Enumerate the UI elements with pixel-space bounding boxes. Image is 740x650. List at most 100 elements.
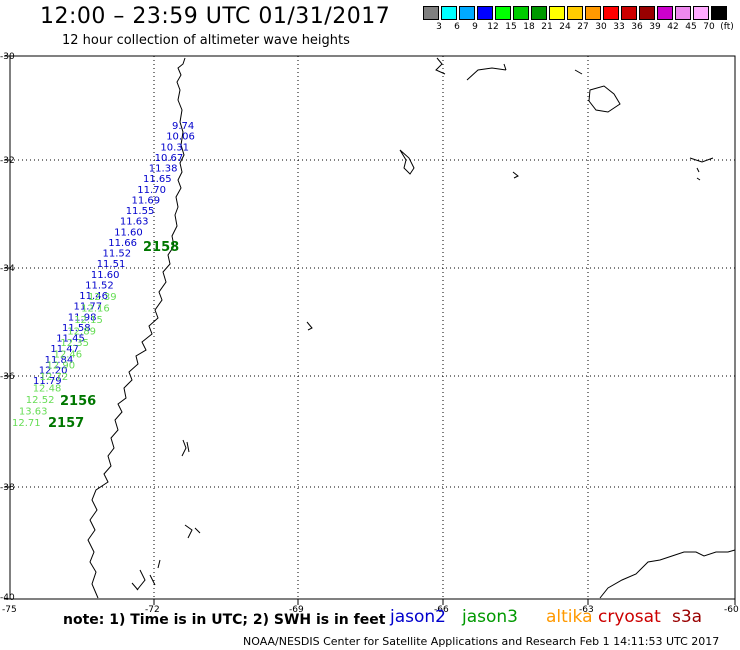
lon-label: -60 (724, 605, 739, 615)
wave-height-label: 11.38 (149, 164, 178, 175)
pass-time-label: 2158 (143, 240, 179, 255)
legend-entry-s3a: s3a (672, 607, 703, 627)
wave-height-label: 11.84 (45, 355, 74, 366)
color-scale-swatch (549, 6, 565, 20)
graticule (10, 56, 735, 599)
lat-label: -32 (0, 156, 15, 166)
color-scale-swatch (531, 6, 547, 20)
wave-height-label: 11.47 (50, 344, 79, 355)
color-scale-swatch (711, 6, 727, 20)
wave-height-label: 11.55 (126, 206, 155, 217)
lat-label: -36 (0, 372, 15, 382)
color-scale-swatch (567, 6, 583, 20)
color-scale-swatch (657, 6, 673, 20)
wave-height-label: 11.98 (68, 312, 97, 323)
color-scale-label: 15 (505, 22, 517, 32)
color-scale-label: 9 (472, 22, 478, 32)
wave-height-label: 12.90 (47, 361, 76, 372)
wave-height-label: 13.63 (19, 407, 48, 418)
wave-height-label: 12.48 (33, 384, 62, 395)
color-scale-label: 36 (631, 22, 643, 32)
wave-height-label: 9.74 (172, 121, 194, 132)
wave-height-label: 12.15 (74, 315, 103, 326)
map-subtitle: 12 hour collection of altimeter wave hei… (62, 33, 350, 48)
wave-height-label: 11.79 (33, 376, 62, 387)
wave-height-label: 10.31 (160, 142, 189, 153)
wave-height-label: 11.46 (79, 291, 108, 302)
wave-height-label: 12.20 (39, 365, 68, 376)
argentina-coastline-south (599, 549, 736, 599)
jason3-track: 12.3912.1612.1512.8912.3512.4612.9012.72… (12, 292, 117, 429)
wave-height-label: 11.60 (91, 270, 120, 281)
axis-ticks (4, 55, 736, 605)
wave-height-label: 12.72 (40, 372, 69, 383)
wave-height-label: 11.66 (108, 238, 137, 249)
wave-height-label: 11.70 (137, 185, 166, 196)
wave-height-label: 11.52 (85, 280, 114, 291)
color-scale-swatch (639, 6, 655, 20)
color-scale-label: 27 (577, 22, 589, 32)
color-scale-label: 12 (487, 22, 499, 32)
color-scale-swatch (693, 6, 709, 20)
color-scale-label: 18 (523, 22, 535, 32)
color-scale-label: 33 (613, 22, 625, 32)
lat-label: -40 (0, 593, 15, 603)
color-scale-label: 70 (703, 22, 715, 32)
wave-height-label: 11.60 (114, 227, 143, 238)
wave-height-label: 11.51 (97, 259, 126, 270)
color-scale-swatch (477, 6, 493, 20)
color-scale-swatch (441, 6, 457, 20)
wave-height-label: 12.39 (88, 292, 117, 303)
map-frame (9, 55, 736, 600)
argentina-features (306, 149, 714, 331)
color-scale-swatch (513, 6, 529, 20)
wave-height-label: 12.52 (26, 395, 55, 406)
wave-height-label: 10.67 (155, 153, 184, 164)
wave-height-label: 11.45 (56, 334, 85, 345)
wave-height-label: 11.63 (120, 217, 149, 228)
color-scale-label: (ft) (720, 22, 734, 32)
color-scale-label: 45 (685, 22, 697, 32)
color-scale-swatch (603, 6, 619, 20)
wave-height-label: 12.46 (54, 349, 83, 360)
color-scale-swatch (459, 6, 475, 20)
wave-height-label: 10.06 (166, 132, 195, 143)
color-scale-swatch (675, 6, 691, 20)
argentina-coastline-north (435, 57, 621, 113)
legend-entry-altika: altika (546, 607, 593, 627)
color-scale-swatch (495, 6, 511, 20)
lat-label: -30 (0, 52, 15, 62)
lon-label: -69 (289, 605, 304, 615)
jason2-track: 9.7410.0610.3110.6711.3811.6511.7011.691… (33, 121, 195, 387)
lon-label: -66 (434, 605, 449, 615)
color-scale-label: 39 (649, 22, 661, 32)
pass-time-label: 2157 (48, 416, 84, 431)
color-scale-swatch (423, 6, 439, 20)
color-scale-label: 24 (559, 22, 571, 32)
credit-line: NOAA/NESDIS Center for Satellite Applica… (243, 635, 720, 648)
chile-coastline (87, 57, 186, 599)
footnote: note: 1) Time is in UTC; 2) SWH is in fe… (63, 612, 386, 628)
lon-label: -63 (579, 605, 594, 615)
color-scale-label: 30 (595, 22, 607, 32)
lat-label: -38 (0, 483, 15, 493)
wave-height-label: 12.89 (67, 326, 96, 337)
wave-height-label: 11.58 (62, 323, 91, 334)
color-scale-swatch (585, 6, 601, 20)
legend-entry-jason2: jason2 (390, 607, 446, 627)
wave-height-label: 12.16 (81, 304, 110, 315)
legend-entry-cryosat: cryosat (598, 607, 661, 627)
color-scale-label: 3 (436, 22, 442, 32)
color-scale-label: 6 (454, 22, 460, 32)
color-scale-label: 21 (541, 22, 553, 32)
wave-height-label: 12.35 (60, 338, 89, 349)
wave-height-label: 11.65 (143, 174, 172, 185)
lat-label: -34 (0, 264, 15, 274)
color-scale-label: 42 (667, 22, 679, 32)
lon-label: -72 (145, 605, 160, 615)
map-title: 12:00 – 23:59 UTC 01/31/2017 (40, 4, 391, 29)
wave-height-label: 11.69 (132, 195, 161, 206)
chiloe-islands (131, 439, 201, 591)
lon-label: -75 (2, 605, 17, 615)
